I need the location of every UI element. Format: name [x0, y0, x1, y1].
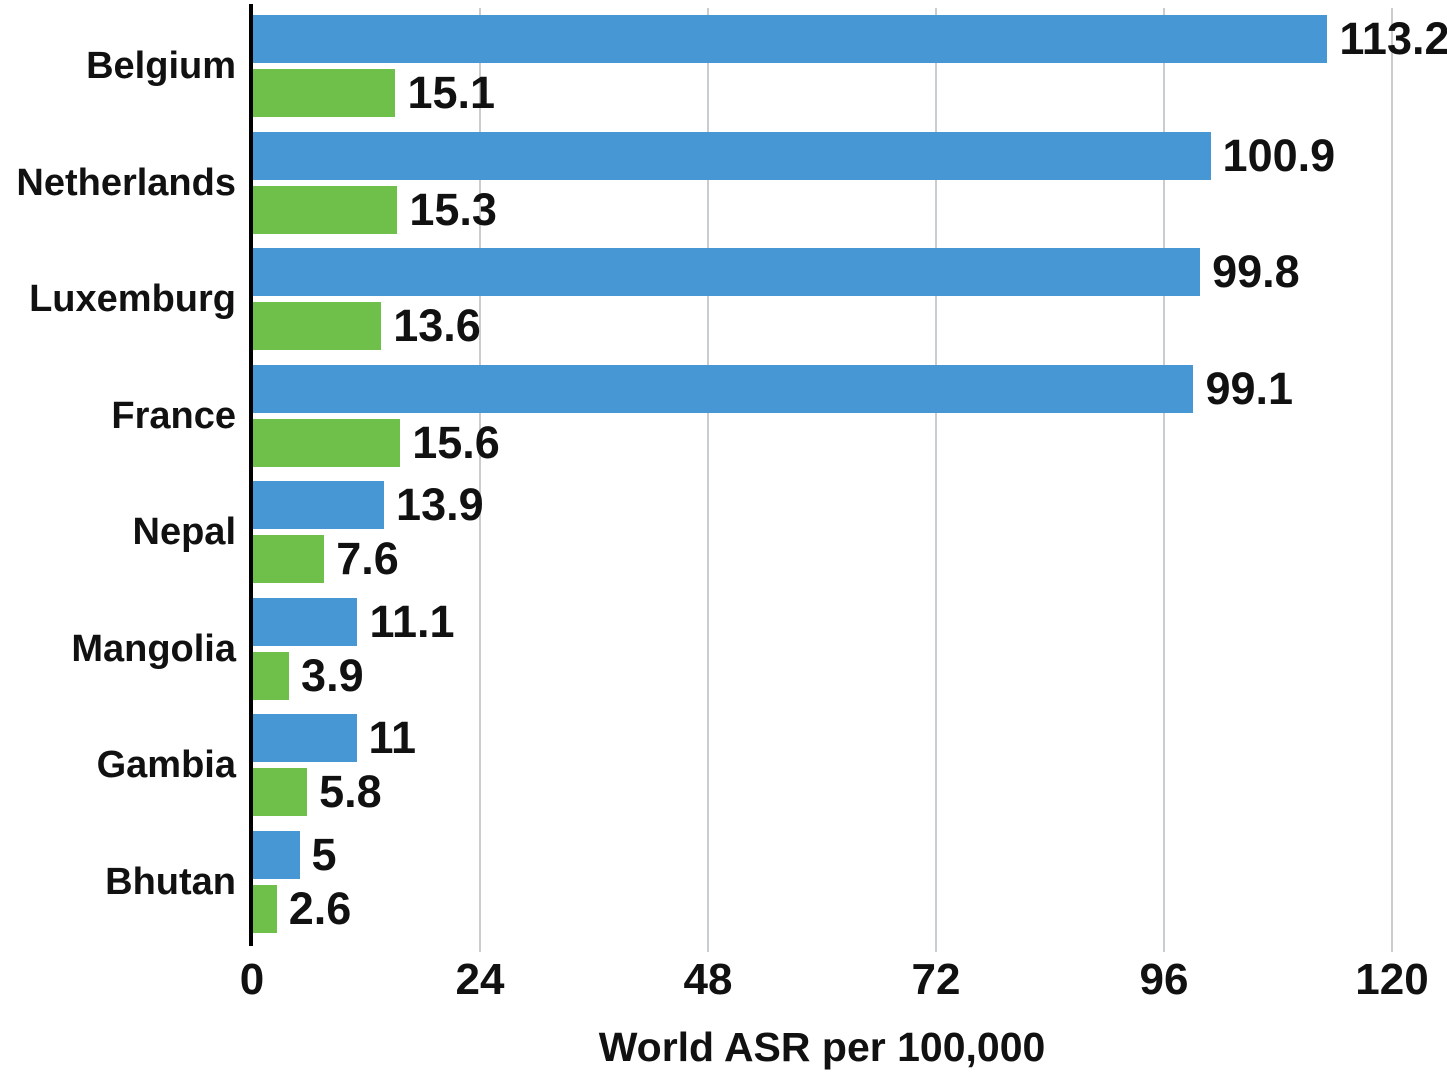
blue-series-value-label-bhutan: 5	[311, 828, 337, 880]
green-series-bar-bhutan	[252, 884, 277, 933]
blue-series-bar-mangolia	[252, 597, 358, 646]
gridline-x-120	[1391, 8, 1393, 952]
green-series-bar-france	[252, 418, 401, 467]
category-label-mangolia: Mangolia	[71, 627, 236, 670]
gridline-x-96	[1163, 8, 1165, 952]
blue-series-bar-luxemburg	[252, 248, 1201, 297]
x-tick-label-24: 24	[455, 955, 505, 1004]
green-series-bar-nepal	[252, 535, 325, 584]
green-series-bar-mangolia	[252, 651, 290, 700]
green-series-bar-belgium	[252, 69, 396, 118]
x-tick-label-0: 0	[239, 955, 265, 1004]
green-series-value-label-gambia: 5.8	[319, 766, 382, 818]
gridline-x-72	[935, 8, 937, 952]
green-series-value-label-belgium: 15.1	[407, 67, 496, 119]
category-label-france: France	[111, 394, 236, 437]
green-series-value-label-france: 15.6	[412, 416, 500, 468]
x-tick-label-96: 96	[1139, 955, 1189, 1004]
green-series-value-label-nepal: 7.6	[336, 533, 399, 585]
green-series-bar-gambia	[252, 768, 308, 817]
blue-series-value-label-france: 99.1	[1205, 362, 1294, 414]
category-label-gambia: Gambia	[96, 744, 236, 787]
blue-series-bar-netherlands	[252, 131, 1211, 180]
category-label-netherlands: Netherlands	[16, 161, 236, 204]
blue-series-value-label-belgium: 113.2	[1339, 13, 1447, 65]
category-label-nepal: Nepal	[132, 511, 236, 554]
blue-series-bar-bhutan	[252, 830, 300, 879]
green-series-bar-netherlands	[252, 185, 398, 234]
blue-series-bar-nepal	[252, 481, 385, 530]
y-axis-line	[249, 4, 253, 946]
blue-series-bar-belgium	[252, 15, 1328, 64]
x-axis-title: World ASR per 100,000	[598, 1024, 1046, 1070]
blue-series-bar-france	[252, 364, 1194, 413]
green-series-bar-luxemburg	[252, 302, 382, 351]
blue-series-bar-gambia	[252, 714, 357, 763]
green-series-value-label-luxemburg: 13.6	[393, 300, 481, 352]
green-series-value-label-netherlands: 15.3	[409, 183, 497, 235]
blue-series-value-label-luxemburg: 99.8	[1212, 246, 1300, 298]
category-label-belgium: Belgium	[86, 45, 236, 88]
green-series-value-label-mangolia: 3.9	[301, 649, 364, 701]
x-tick-label-72: 72	[911, 955, 961, 1004]
green-series-value-label-bhutan: 2.6	[288, 882, 352, 934]
category-label-bhutan: Bhutan	[105, 860, 236, 903]
blue-series-value-label-mangolia: 11.1	[369, 595, 455, 647]
blue-series-value-label-nepal: 13.9	[396, 479, 484, 531]
x-tick-label-120: 120	[1355, 955, 1429, 1004]
blue-series-value-label-gambia: 11	[368, 712, 417, 764]
gridline-x-48	[707, 8, 709, 952]
blue-series-value-label-netherlands: 100.9	[1222, 129, 1336, 181]
x-tick-label-48: 48	[683, 955, 733, 1004]
gridline-x-24	[479, 8, 481, 952]
category-label-luxemburg: Luxemburg	[29, 278, 236, 321]
